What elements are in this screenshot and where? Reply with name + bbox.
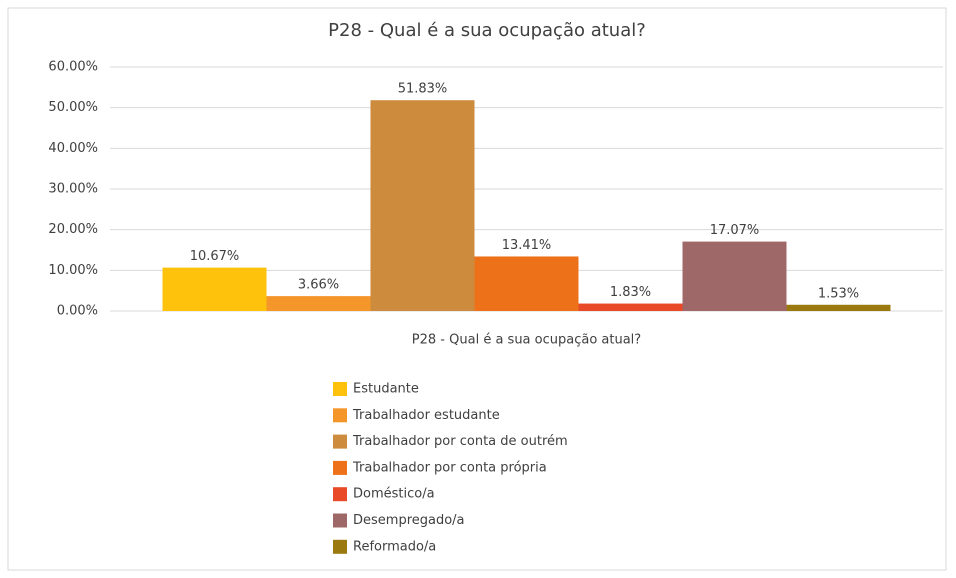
legend-swatch [333,434,347,449]
bar [266,296,371,311]
y-tick-label: 50.00% [48,100,98,115]
legend-label: Doméstico/a [353,487,435,502]
y-tick-label: 20.00% [48,222,98,237]
legend-swatch [333,487,347,502]
legend-label: Reformado/a [353,539,436,554]
y-tick-label: 40.00% [48,141,98,156]
y-tick-label: 10.00% [48,263,98,278]
chart-title: P28 - Qual é a sua ocupação atual? [328,20,646,41]
bar [370,100,475,311]
bar [786,304,891,311]
data-label: 13.41% [502,238,552,253]
data-label: 51.83% [398,82,448,97]
bar [162,267,267,311]
legend-swatch [333,460,347,475]
y-tick-label: 0.00% [57,304,98,319]
legend-label: Trabalhador estudante [352,408,500,423]
legend-label: Desempregado/a [353,513,465,528]
bar [578,303,683,311]
data-label: 17.07% [710,223,760,238]
data-label: 1.53% [818,286,859,301]
legend-swatch [333,513,347,528]
bar [682,241,787,311]
y-tick-label: 60.00% [48,60,98,75]
legend-label: Trabalhador por conta própria [352,460,547,475]
legend-swatch [333,408,347,423]
data-label: 1.83% [610,285,651,300]
bar [474,256,579,311]
legend-swatch [333,382,347,396]
legend-swatch [333,539,347,554]
data-label: 3.66% [298,278,339,293]
legend-label: Estudante [353,382,419,397]
data-label: 10.67% [190,249,240,264]
legend-label: Trabalhador por conta de outrém [352,434,568,449]
x-tick-label: P28 - Qual é a sua ocupação atual? [412,333,641,348]
y-tick-label: 30.00% [48,182,98,197]
